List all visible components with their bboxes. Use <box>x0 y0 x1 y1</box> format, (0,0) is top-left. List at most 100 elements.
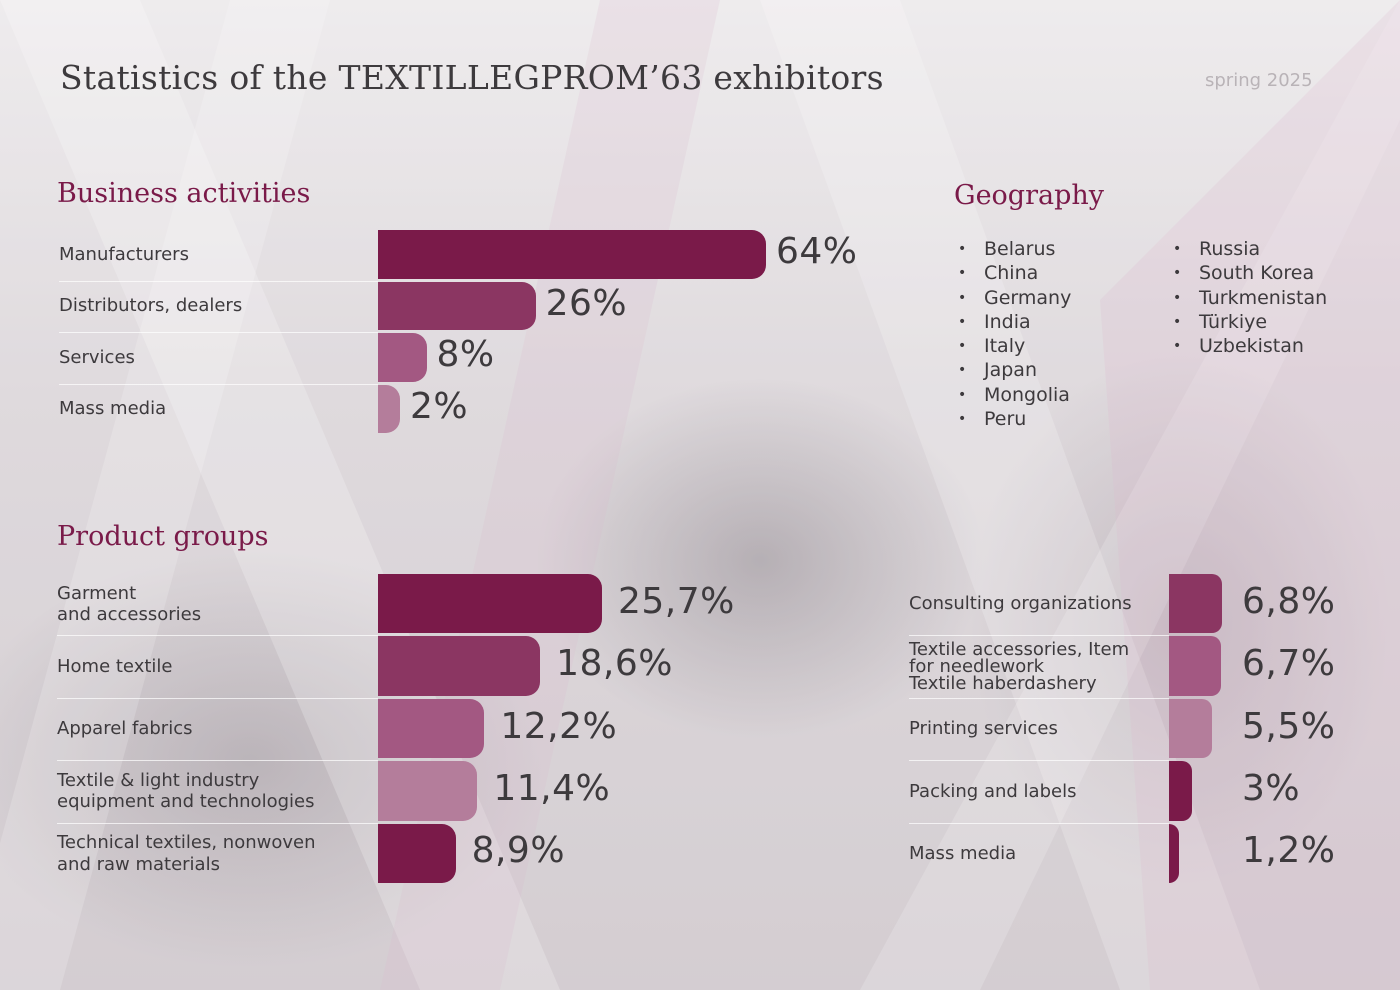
bullet-icon: • <box>958 411 967 428</box>
country-item: • Italy <box>955 334 1071 358</box>
category-label: Distributors, dealers <box>59 295 243 317</box>
season-label: spring 2025 <box>1205 70 1313 91</box>
value-label: 8% <box>436 334 495 376</box>
country-name: China <box>984 262 1039 285</box>
chart-row: Textile & light industry equipment and t… <box>57 760 378 824</box>
bullet-icon: • <box>958 362 967 379</box>
category-label: Manufacturers <box>59 243 189 265</box>
bullet-icon: • <box>1173 241 1182 257</box>
value-label: 8,9% <box>471 830 566 872</box>
country-name: Turkmenistan <box>1199 286 1328 309</box>
value-label: 26% <box>545 282 628 324</box>
category-label: Mass media <box>909 842 1017 864</box>
country-item: • Russia <box>1170 237 1327 261</box>
chart-row: Technical textiles, nonwoven and raw mat… <box>57 823 378 885</box>
bar <box>378 333 427 382</box>
country-item: • Türkiye <box>1170 310 1327 334</box>
chart-row: Services <box>59 332 378 385</box>
category-label: Technical textiles, nonwoven and raw mat… <box>57 832 316 875</box>
category-label: Textile accessories, Item for needlework… <box>909 638 1130 695</box>
country-item: • Mongolia <box>955 383 1071 407</box>
bullet-icon: • <box>1173 338 1182 355</box>
page-title: Statistics of the TEXTILLEGPROM’63 exhib… <box>60 58 884 97</box>
chart-row: Consulting organizations <box>909 573 1169 637</box>
chart-row: Textile accessories, Item for needlework… <box>909 635 1169 699</box>
country-item: • India <box>955 310 1071 334</box>
bar <box>378 698 485 759</box>
bar <box>1169 823 1179 883</box>
country-name: Germany <box>984 286 1072 309</box>
value-label: 2% <box>410 385 469 427</box>
value-label: 64% <box>776 231 858 273</box>
country-item: • Germany <box>955 286 1071 310</box>
business-activities-title: Business activities <box>57 178 311 209</box>
bar <box>1169 761 1193 821</box>
chart-row: Packing and labels <box>909 760 1169 824</box>
bullet-icon: • <box>1173 265 1182 282</box>
chart-row: Distributors, dealers <box>59 281 378 333</box>
country-name: India <box>984 310 1031 333</box>
country-name: Japan <box>984 359 1037 382</box>
country-name: Russia <box>1199 238 1261 260</box>
bar <box>378 230 766 279</box>
bar <box>378 384 400 433</box>
country-name: Türkiye <box>1199 310 1268 333</box>
category-label: Home textile <box>57 655 173 677</box>
chart-row: Manufacturers <box>59 229 378 282</box>
category-label: Textile & light industry equipment and t… <box>57 769 315 813</box>
country-item: • Japan <box>955 358 1071 382</box>
bar <box>378 636 541 696</box>
country-item: • Uzbekistan <box>1170 334 1327 358</box>
category-label: Printing services <box>909 718 1058 740</box>
country-item: • Belarus <box>955 237 1071 261</box>
category-label: Mass media <box>59 398 167 420</box>
bar <box>378 823 456 883</box>
bar <box>378 761 478 821</box>
chart-row: Garment and accessories <box>57 573 378 637</box>
category-label: Services <box>59 346 135 368</box>
geography-list-column-1: • Belarus • China • Germany • India • Italy • Japan… <box>955 237 1071 431</box>
value-label: 1,2% <box>1242 830 1336 872</box>
geography-list-column-2: • Russia • South Korea • Turkmenistan • Türkiye… <box>1170 237 1327 358</box>
bullet-icon: • <box>958 313 967 330</box>
value-label: 6,7% <box>1242 643 1336 685</box>
value-label: 25,7% <box>618 580 735 622</box>
country-item: • Turkmenistan <box>1170 286 1327 310</box>
country-name: Belarus <box>984 238 1056 260</box>
geography-title: Geography <box>954 180 1105 211</box>
country-item: • China <box>955 261 1071 285</box>
chart-row: Printing services <box>909 698 1169 762</box>
bullet-icon: • <box>958 241 967 257</box>
bullet-icon: • <box>958 338 967 355</box>
country-name: Peru <box>984 408 1027 431</box>
bullet-icon: • <box>958 386 967 403</box>
chart-row: Mass media <box>909 823 1169 885</box>
chart-row: Home textile <box>57 635 378 699</box>
country-name: Uzbekistan <box>1199 335 1304 358</box>
value-label: 6,8% <box>1242 580 1336 622</box>
bullet-icon: • <box>1173 289 1182 306</box>
country-item: • Peru <box>955 407 1071 431</box>
country-name: Mongolia <box>984 383 1070 406</box>
value-label: 5,5% <box>1242 705 1336 747</box>
category-label: Apparel fabrics <box>57 718 193 740</box>
chart-row: Apparel fabrics <box>57 698 378 762</box>
value-label: 12,2% <box>500 705 618 747</box>
bullet-icon: • <box>1173 313 1182 330</box>
category-label: Garment and accessories <box>57 582 202 626</box>
product-groups-title: Product groups <box>57 521 269 552</box>
category-label: Consulting organizations <box>909 593 1132 615</box>
bar <box>1169 698 1212 759</box>
value-label: 11,4% <box>493 767 611 809</box>
chart-row: Mass media <box>59 384 378 436</box>
bullet-icon: • <box>958 289 967 306</box>
country-name: South Korea <box>1199 262 1315 285</box>
country-name: Italy <box>984 335 1026 358</box>
country-item: • South Korea <box>1170 261 1327 285</box>
value-label: 3% <box>1242 767 1301 809</box>
category-label: Packing and labels <box>909 780 1077 802</box>
bar <box>1169 574 1222 634</box>
bar <box>378 281 536 330</box>
value-label: 18,6% <box>556 643 673 685</box>
